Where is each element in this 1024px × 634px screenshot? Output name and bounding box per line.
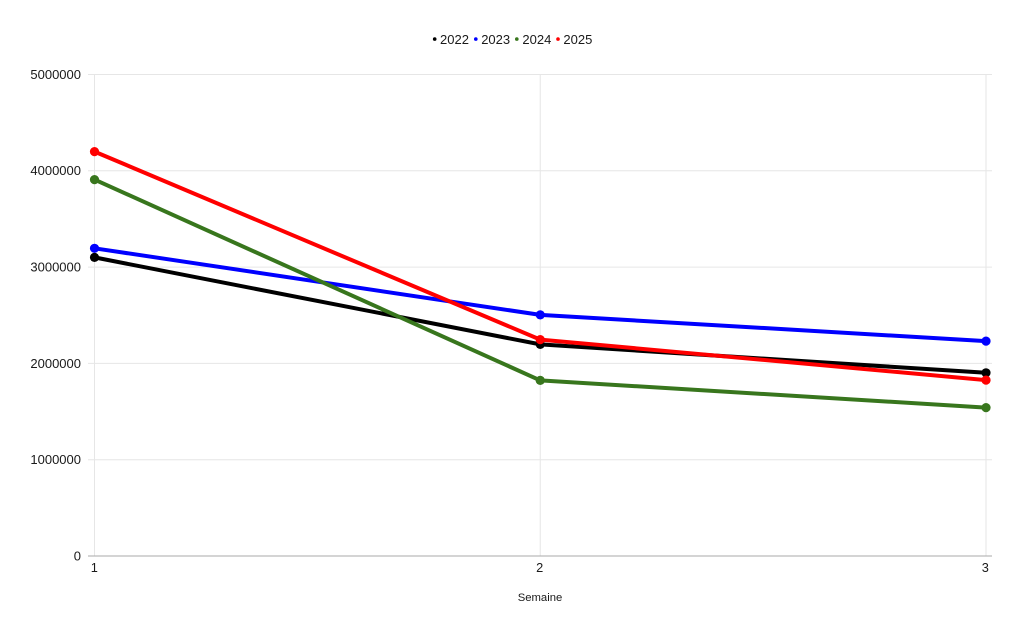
svg-text:2: 2 <box>536 560 543 575</box>
svg-text:4000000: 4000000 <box>30 163 81 178</box>
svg-text:2025: 2025 <box>563 32 592 47</box>
svg-text:0: 0 <box>74 548 81 563</box>
svg-text:5000000: 5000000 <box>30 67 81 82</box>
svg-text:1: 1 <box>91 560 98 575</box>
svg-text:2024: 2024 <box>522 32 551 47</box>
svg-text:Semaine: Semaine <box>518 592 563 604</box>
svg-text:3: 3 <box>982 560 989 575</box>
svg-text:2023: 2023 <box>481 32 510 47</box>
svg-text:3000000: 3000000 <box>30 260 81 275</box>
svg-text:1000000: 1000000 <box>30 452 81 467</box>
svg-text:2022: 2022 <box>440 32 469 47</box>
svg-text:2000000: 2000000 <box>30 356 81 371</box>
